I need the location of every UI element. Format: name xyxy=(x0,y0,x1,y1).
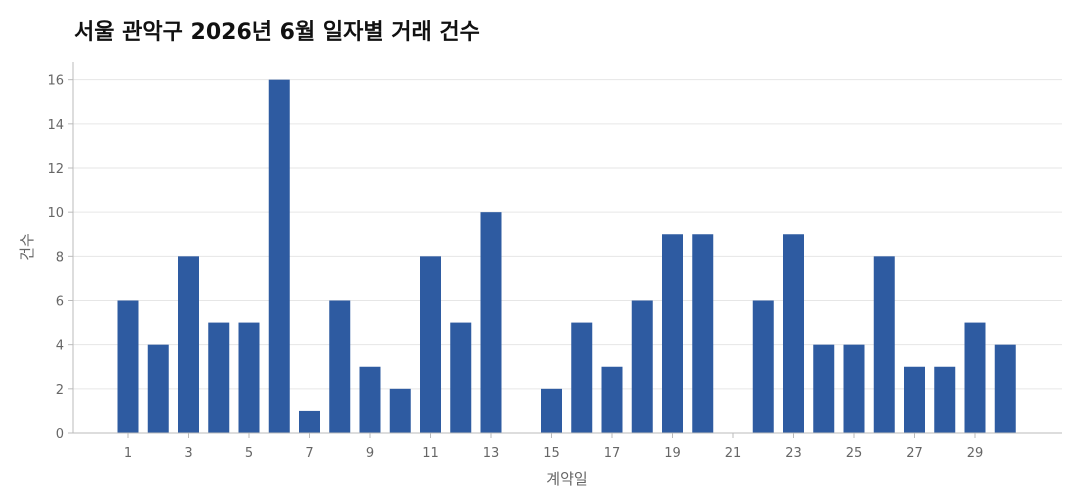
x-tick-labels: 1 3 5 7 9 11 13 15 17 19 21 23 25 27 29 xyxy=(124,446,983,461)
bar-day-9 xyxy=(359,366,381,433)
x-tick-label: 11 xyxy=(422,446,439,461)
x-tick-label: 13 xyxy=(483,446,500,461)
bar-day-12 xyxy=(450,322,472,433)
x-tick-label: 23 xyxy=(785,446,802,461)
x-tick-label: 17 xyxy=(604,446,621,461)
bar-day-15 xyxy=(541,388,562,433)
bar-day-20 xyxy=(692,234,714,433)
bar-day-7 xyxy=(299,410,320,433)
y-tick-label: 2 xyxy=(56,383,64,398)
y-tick-label: 6 xyxy=(56,295,64,310)
bar-day-27 xyxy=(904,366,925,433)
bar-day-10 xyxy=(389,388,411,433)
x-tick-label: 29 xyxy=(967,446,984,461)
bar-day-28 xyxy=(934,366,956,433)
x-axis-label: 계약일 xyxy=(546,470,587,488)
x-tick-label: 25 xyxy=(846,446,863,461)
bar-day-16 xyxy=(571,322,593,433)
y-tick-label: 0 xyxy=(56,427,64,442)
x-tick-label: 21 xyxy=(725,446,742,461)
bar-day-6 xyxy=(268,79,290,434)
bar-day-3 xyxy=(178,256,199,433)
y-axis-label: 건수 xyxy=(18,233,36,261)
x-tick-label: 7 xyxy=(305,446,313,461)
bars xyxy=(117,79,1016,434)
x-tick-label: 5 xyxy=(245,446,253,461)
bar-day-8 xyxy=(329,300,351,433)
y-tick-label: 4 xyxy=(56,339,64,354)
bar-day-18 xyxy=(631,300,653,433)
bar-day-1 xyxy=(117,300,139,433)
bar-day-25 xyxy=(843,344,865,433)
bar-day-4 xyxy=(208,322,230,433)
y-tick-label: 8 xyxy=(56,250,64,265)
bar-day-23 xyxy=(783,234,804,433)
x-tick-label: 19 xyxy=(664,446,681,461)
x-tick-label: 3 xyxy=(184,446,192,461)
gridlines xyxy=(73,79,1062,390)
bar-day-30 xyxy=(994,344,1016,433)
y-tick-label: 14 xyxy=(47,118,64,133)
bar-day-24 xyxy=(813,344,835,433)
x-tick-label: 15 xyxy=(543,446,560,461)
axes xyxy=(68,62,1062,438)
y-tick-label: 12 xyxy=(47,162,64,177)
y-tick-label: 10 xyxy=(47,206,64,221)
bar-day-17 xyxy=(601,366,623,433)
bar-day-11 xyxy=(420,256,441,433)
x-tick-label: 27 xyxy=(906,446,923,461)
x-tick-label: 1 xyxy=(124,446,132,461)
bar-day-5 xyxy=(238,322,260,433)
bar-day-13 xyxy=(480,212,502,433)
x-tick-label: 9 xyxy=(366,446,374,461)
bar-day-26 xyxy=(873,256,895,433)
bar-day-2 xyxy=(147,344,169,433)
y-tick-label: 16 xyxy=(47,74,64,89)
bar-day-19 xyxy=(662,234,683,433)
chart-title: 서울 관악구 2026년 6월 일자별 거래 건수 xyxy=(74,20,480,45)
bar-day-22 xyxy=(752,300,774,433)
bar-day-29 xyxy=(964,322,986,433)
y-tick-labels: 0 2 4 6 8 10 12 14 16 xyxy=(47,74,64,442)
